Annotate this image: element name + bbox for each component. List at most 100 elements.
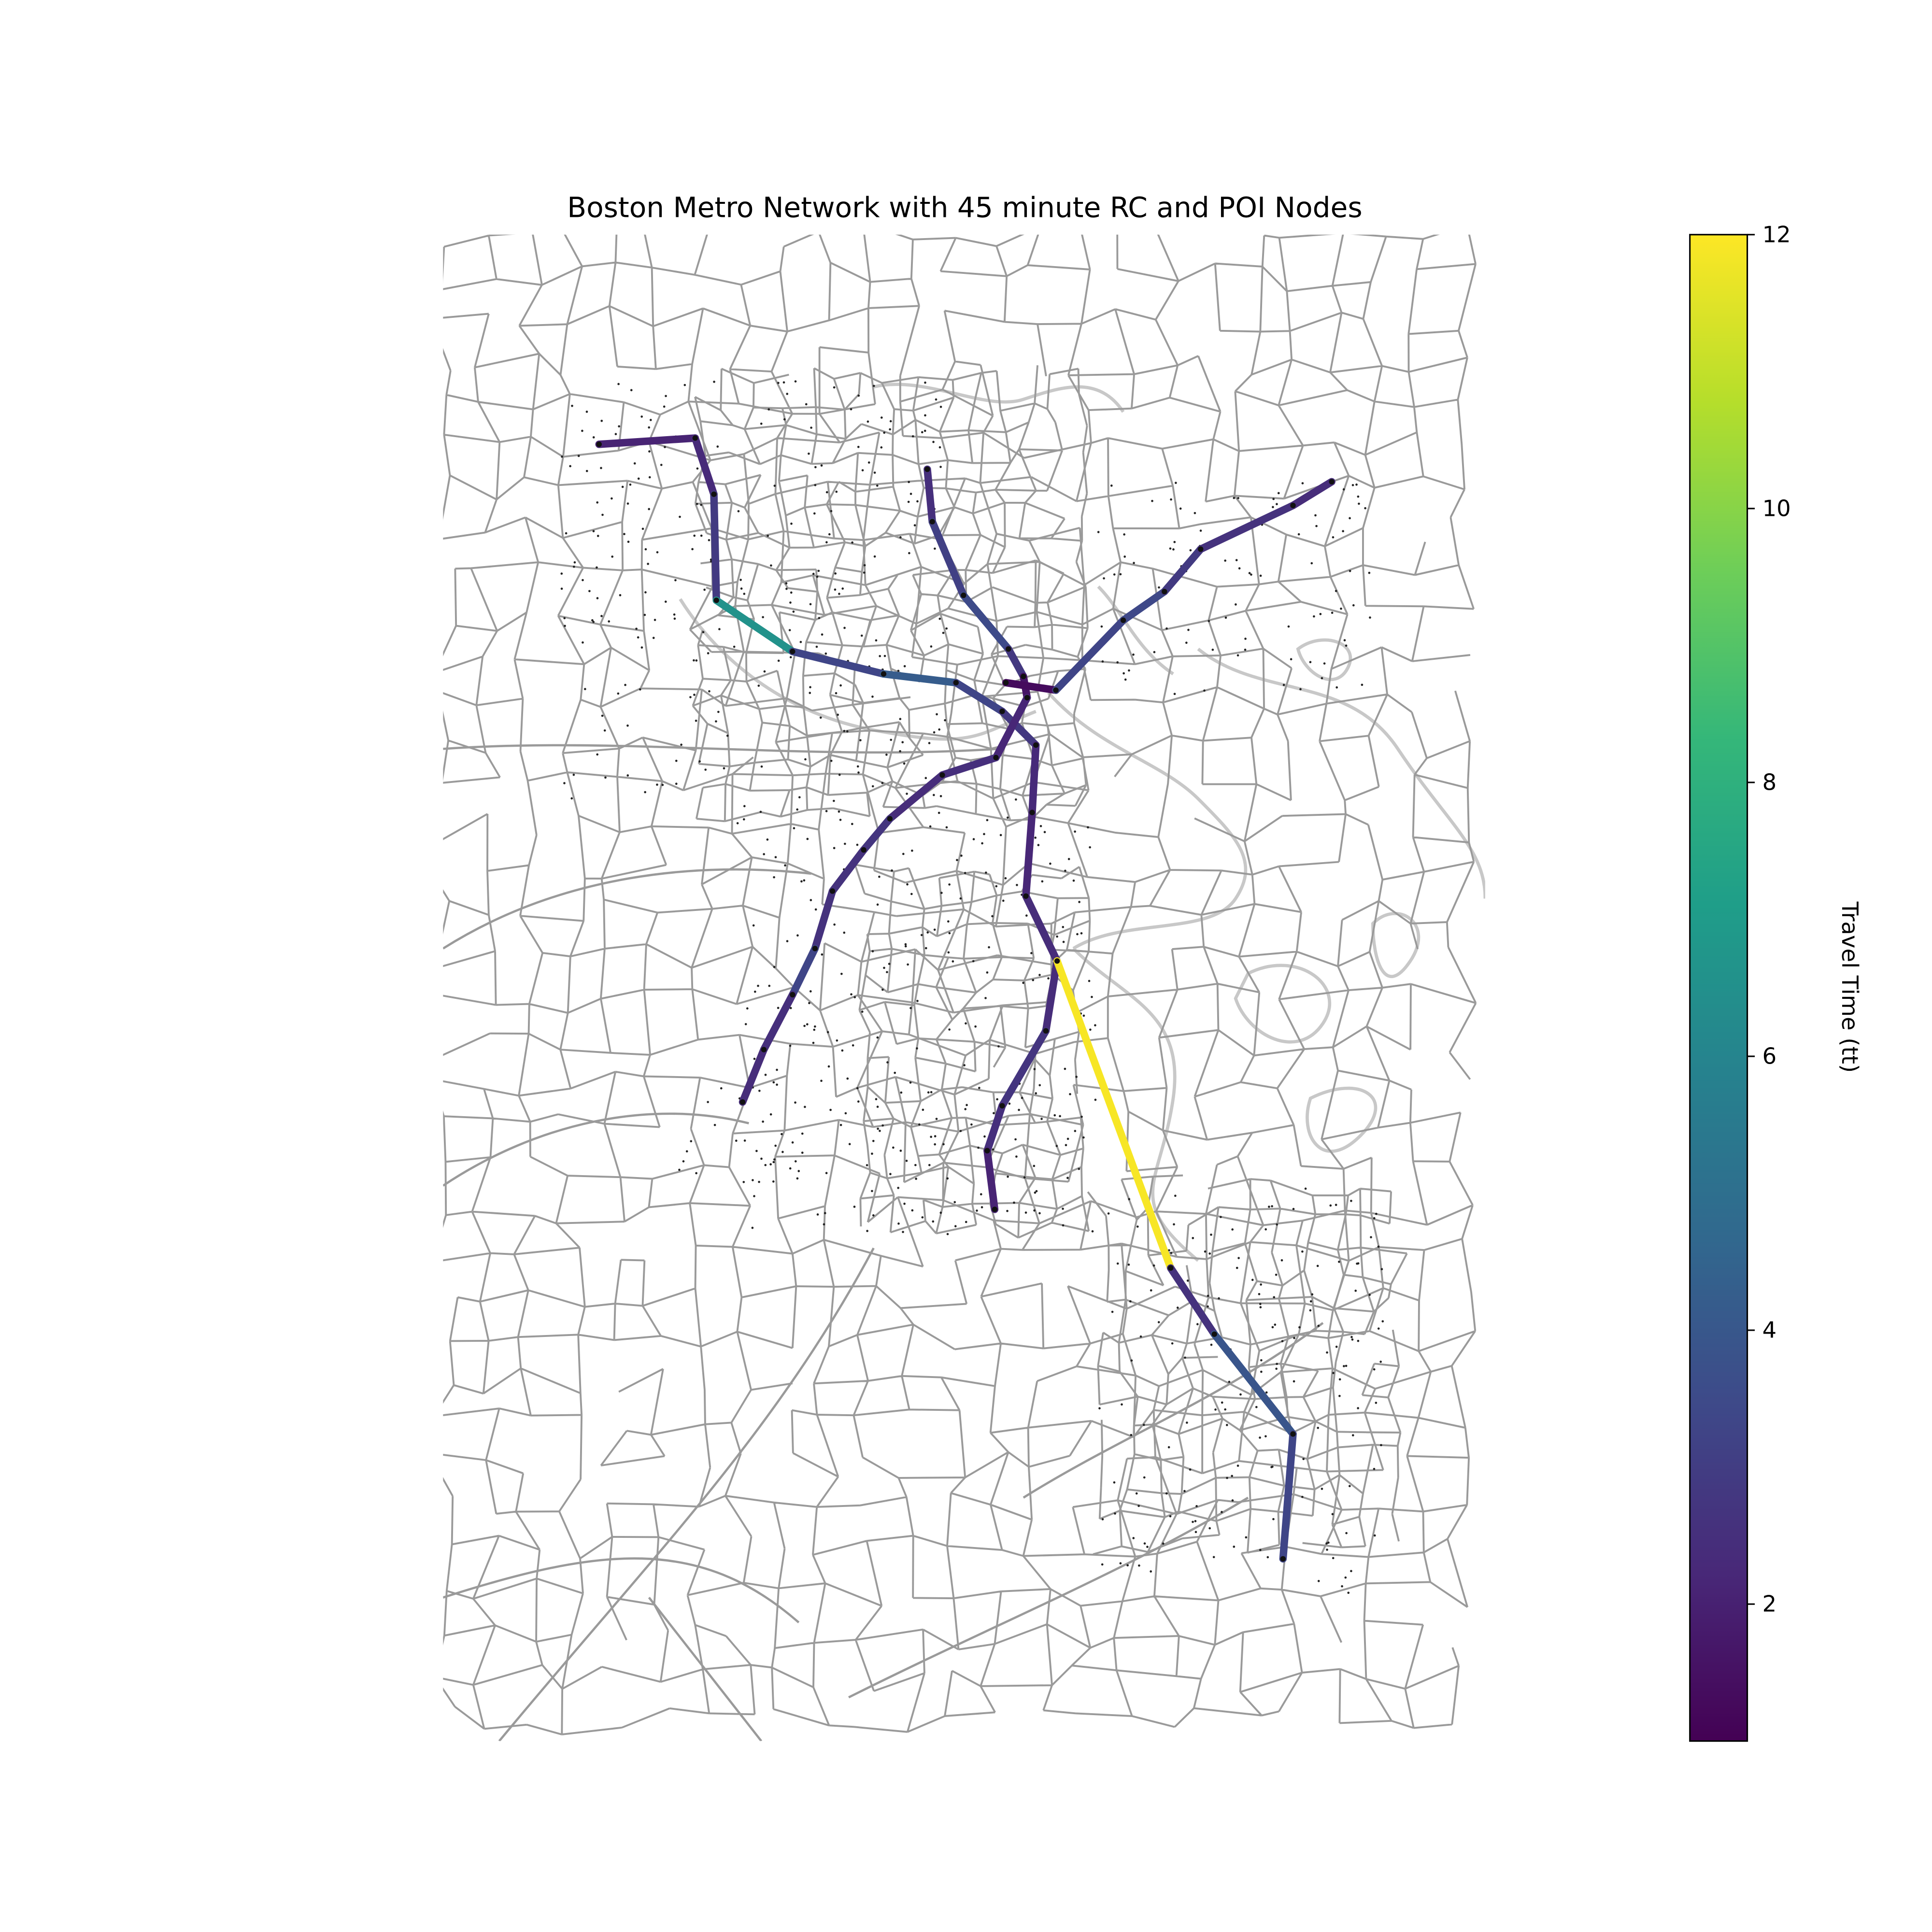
poi-node bbox=[974, 1025, 977, 1028]
poi-node bbox=[664, 600, 667, 603]
poi-node bbox=[1304, 1187, 1307, 1190]
poi-node bbox=[871, 1190, 873, 1193]
poi-node bbox=[1368, 1293, 1371, 1296]
poi-node bbox=[1299, 688, 1302, 691]
poi-node bbox=[1210, 1234, 1212, 1236]
poi-node bbox=[665, 395, 667, 398]
poi-node bbox=[880, 416, 883, 419]
metro-station-node bbox=[961, 592, 966, 598]
poi-node bbox=[851, 541, 853, 544]
poi-node bbox=[760, 765, 763, 768]
poi-node bbox=[843, 931, 846, 934]
poi-node bbox=[1002, 899, 1005, 902]
poi-node bbox=[762, 616, 764, 619]
poi-node bbox=[1067, 858, 1070, 860]
poi-node bbox=[843, 730, 846, 732]
poi-node bbox=[648, 450, 651, 453]
poi-node bbox=[1321, 1488, 1323, 1490]
poi-node bbox=[752, 1179, 754, 1181]
poi-node bbox=[963, 1064, 966, 1066]
metro-station-node bbox=[984, 1148, 990, 1154]
poi-node bbox=[944, 719, 946, 722]
poi-node bbox=[611, 555, 614, 558]
poi-node bbox=[918, 1123, 921, 1126]
poi-node bbox=[814, 1025, 816, 1028]
poi-node bbox=[1135, 1492, 1138, 1495]
poi-node bbox=[926, 931, 929, 934]
poi-node bbox=[1124, 678, 1127, 681]
poi-node bbox=[878, 875, 881, 878]
poi-node bbox=[640, 415, 643, 418]
poi-node bbox=[1192, 1236, 1194, 1239]
poi-node bbox=[1265, 1391, 1268, 1394]
metro-station-node bbox=[929, 519, 935, 525]
poi-node bbox=[1239, 1393, 1242, 1396]
poi-node bbox=[1074, 830, 1076, 833]
metro-station-node bbox=[790, 649, 796, 654]
poi-node bbox=[909, 1081, 912, 1084]
road-segments bbox=[443, 234, 1477, 1735]
metro-segment bbox=[1022, 809, 1036, 900]
poi-node bbox=[789, 601, 792, 604]
poi-nodes-layer bbox=[560, 380, 1384, 1594]
poi-node bbox=[942, 632, 945, 634]
metro-segment bbox=[952, 679, 1006, 715]
poi-node bbox=[980, 1193, 982, 1195]
poi-node bbox=[899, 1150, 902, 1152]
poi-node bbox=[1101, 1563, 1104, 1566]
poi-node bbox=[773, 876, 775, 879]
metro-station-node bbox=[812, 946, 818, 952]
poi-node bbox=[872, 1214, 875, 1217]
poi-node bbox=[630, 389, 633, 392]
poi-node bbox=[789, 1007, 792, 1009]
poi-node bbox=[876, 1036, 879, 1039]
poi-node bbox=[876, 903, 879, 906]
metro-station-node bbox=[739, 1099, 746, 1105]
poi-node bbox=[1128, 669, 1130, 672]
poi-node bbox=[1195, 1505, 1198, 1507]
metro-station-node bbox=[1021, 673, 1026, 680]
poi-node bbox=[770, 564, 772, 567]
poi-node bbox=[1221, 1401, 1223, 1404]
poi-node bbox=[1345, 644, 1348, 647]
poi-node bbox=[1137, 1505, 1140, 1507]
poi-node bbox=[1023, 1176, 1026, 1179]
poi-node bbox=[1331, 1513, 1334, 1516]
poi-node bbox=[1351, 484, 1354, 486]
colorbar-tick-label: 2 bbox=[1762, 1591, 1777, 1617]
poi-node bbox=[691, 548, 694, 551]
poi-node bbox=[1033, 1209, 1036, 1212]
poi-node bbox=[1069, 1093, 1071, 1095]
poi-node bbox=[906, 793, 908, 795]
metro-station-node bbox=[790, 992, 796, 998]
poi-node bbox=[952, 960, 954, 963]
poi-node bbox=[1208, 1527, 1211, 1530]
poi-node bbox=[820, 464, 823, 467]
poi-node bbox=[1098, 1407, 1101, 1410]
poi-node bbox=[929, 825, 932, 828]
poi-node bbox=[1370, 1236, 1372, 1238]
poi-node bbox=[935, 1118, 938, 1120]
arterial-road bbox=[498, 1247, 875, 1741]
poi-node bbox=[569, 465, 571, 468]
poi-node bbox=[837, 713, 839, 716]
poi-node bbox=[818, 617, 821, 619]
poi-node bbox=[799, 640, 802, 643]
poi-node bbox=[1316, 1264, 1319, 1267]
poi-node bbox=[824, 652, 827, 655]
poi-node bbox=[1113, 1481, 1116, 1484]
poi-node bbox=[907, 500, 910, 503]
poi-node bbox=[1321, 677, 1323, 680]
poi-node bbox=[1281, 1340, 1284, 1343]
poi-node bbox=[1056, 935, 1058, 938]
poi-node bbox=[633, 462, 636, 465]
metro-station-node bbox=[1003, 680, 1009, 686]
poi-node bbox=[1271, 1205, 1273, 1208]
metro-station-node bbox=[924, 466, 930, 472]
metro-station-node bbox=[711, 491, 717, 497]
poi-node bbox=[1121, 1403, 1123, 1406]
metro-station-node bbox=[1198, 546, 1204, 552]
poi-node bbox=[904, 945, 907, 948]
poi-node bbox=[1343, 639, 1346, 641]
poi-node bbox=[1221, 1511, 1223, 1513]
